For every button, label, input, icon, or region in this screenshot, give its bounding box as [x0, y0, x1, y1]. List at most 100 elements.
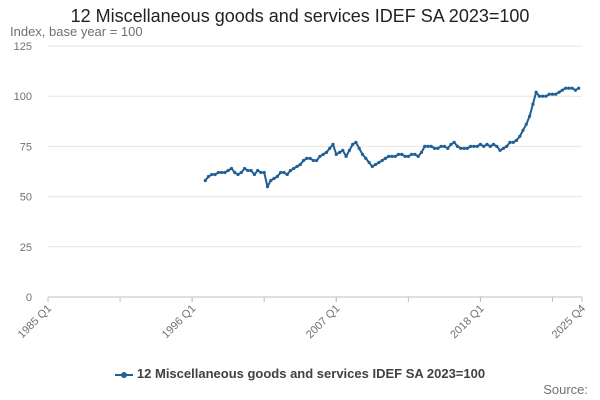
- legend: 12 Miscellaneous goods and services IDEF…: [0, 366, 600, 381]
- x-tick-label: 2018 Q1: [448, 303, 486, 341]
- data-point: [318, 154, 322, 158]
- data-point: [528, 114, 532, 118]
- data-point: [265, 185, 270, 189]
- data-point: [547, 92, 551, 96]
- data-point: [393, 154, 397, 158]
- data-point: [482, 144, 486, 148]
- data-point: [262, 170, 266, 175]
- data-point: [567, 86, 571, 90]
- data-point: [410, 152, 414, 156]
- data-point: [400, 152, 404, 156]
- data-point: [220, 170, 224, 175]
- data-point: [541, 94, 545, 98]
- data-point: [380, 158, 384, 163]
- data-point: [292, 166, 296, 171]
- data-point: [229, 166, 234, 171]
- data-point: [324, 150, 329, 154]
- data-point: [243, 166, 247, 171]
- data-point: [341, 148, 345, 152]
- data-point: [462, 146, 466, 150]
- data-point: [334, 152, 338, 156]
- data-point: [573, 88, 578, 92]
- data-point: [275, 174, 279, 179]
- data-point: [364, 156, 368, 160]
- data-point: [233, 170, 237, 175]
- data-point: [213, 172, 217, 177]
- data-point: [301, 158, 306, 163]
- data-point: [305, 156, 309, 160]
- data-point: [374, 162, 378, 167]
- data-point: [518, 134, 522, 138]
- data-point: [570, 86, 574, 90]
- x-tick-label: 2025 Q4: [550, 303, 588, 341]
- data-point: [308, 156, 312, 160]
- data-point: [223, 170, 227, 175]
- data-point: [534, 90, 538, 94]
- data-point: [419, 150, 424, 154]
- data-point: [331, 142, 335, 146]
- data-point: [288, 168, 292, 173]
- data-point: [338, 150, 342, 154]
- data-point: [396, 152, 401, 156]
- y-tick-labels: 0 25 50 75 100 125: [14, 41, 32, 304]
- data-point: [439, 144, 443, 148]
- data-point: [505, 144, 509, 148]
- data-point: [521, 128, 525, 132]
- data-point: [550, 92, 555, 96]
- data-point: [442, 144, 446, 148]
- chart-title: 12 Miscellaneous goods and services IDEF…: [70, 6, 530, 26]
- data-point: [501, 146, 505, 150]
- data-point: [511, 140, 515, 144]
- data-point: [554, 92, 558, 96]
- y-tick-label: 75: [20, 141, 32, 153]
- data-point: [455, 144, 460, 148]
- data-point: [315, 158, 319, 163]
- data-point: [459, 146, 463, 150]
- data-point: [236, 172, 240, 177]
- data-point: [383, 156, 387, 160]
- data-point: [285, 172, 289, 177]
- data-point: [344, 154, 348, 158]
- data-point: [387, 154, 391, 158]
- data-point: [429, 144, 433, 148]
- data-point: [246, 168, 250, 173]
- y-axis-label: Index, base year = 100: [10, 24, 143, 39]
- data-point: [423, 144, 427, 148]
- data-point: [206, 174, 211, 179]
- data-point: [360, 152, 365, 156]
- data-point: [537, 94, 542, 98]
- data-point: [475, 144, 479, 148]
- data-point: [564, 86, 568, 90]
- data-point: [269, 178, 273, 183]
- data-point: [498, 148, 502, 152]
- data-point: [416, 154, 420, 158]
- data-point: [282, 170, 286, 175]
- data-point: [472, 144, 476, 148]
- y-tick-label: 125: [14, 41, 32, 53]
- data-point: [544, 94, 548, 98]
- data-point: [465, 146, 469, 150]
- data-point: [478, 142, 482, 146]
- data-point: [446, 146, 450, 150]
- data-point: [557, 90, 561, 94]
- data-point: [406, 154, 410, 158]
- data-point: [311, 158, 315, 163]
- data-point: [357, 146, 361, 150]
- data-point: [252, 172, 256, 177]
- x-tick-label: 1985 Q1: [16, 303, 54, 341]
- legend-series-label: 12 Miscellaneous goods and services IDEF…: [136, 366, 486, 381]
- y-tick-label: 100: [14, 91, 32, 103]
- data-point: [328, 146, 332, 150]
- data-point: [321, 152, 325, 156]
- data-point: [256, 168, 260, 173]
- data-point: [298, 162, 302, 167]
- data-point: [239, 170, 243, 175]
- data-point: [531, 102, 535, 106]
- y-tick-label: 50: [20, 192, 32, 204]
- data-point: [279, 170, 283, 175]
- legend-line-marker-icon: [114, 371, 133, 379]
- data-point: [436, 146, 440, 150]
- data-point: [403, 154, 407, 158]
- data-point: [216, 170, 220, 175]
